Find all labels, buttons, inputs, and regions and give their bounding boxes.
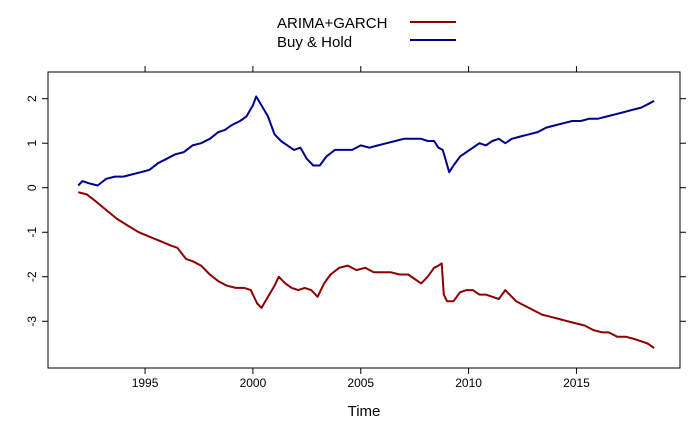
x-tick-label-2005: 2005 <box>347 376 374 390</box>
legend: ARIMA+GARCH Buy & Hold <box>277 15 456 51</box>
x-tick-label-2015: 2015 <box>563 376 590 390</box>
y-tick-label-1: 1 <box>25 140 39 147</box>
plot-frame <box>47 71 681 369</box>
legend-label-buy-and-hold: Buy & Hold <box>277 34 352 51</box>
x-tick-label-2000: 2000 <box>240 376 267 390</box>
series-line-arima-garch <box>77 191 655 349</box>
x-axis-title: Time <box>348 403 381 420</box>
y-axis: -3 -2 -1 0 1 2 <box>25 95 686 327</box>
legend-label-arima-garch: ARIMA+GARCH <box>277 15 387 32</box>
series-layer <box>77 95 655 349</box>
x-tick-label-2010: 2010 <box>455 376 482 390</box>
x-tick-label-1995: 1995 <box>132 376 159 390</box>
y-tick-label-0: 0 <box>25 184 39 191</box>
y-tick-label--1: -1 <box>25 227 39 238</box>
y-tick-label-2: 2 <box>25 95 39 102</box>
series-line-buy-hold <box>77 95 655 187</box>
y-tick-label--3: -3 <box>25 316 39 327</box>
y-tick-label--2: -2 <box>25 271 39 282</box>
x-axis: 1995 2000 2005 2010 2015 <box>132 66 590 390</box>
